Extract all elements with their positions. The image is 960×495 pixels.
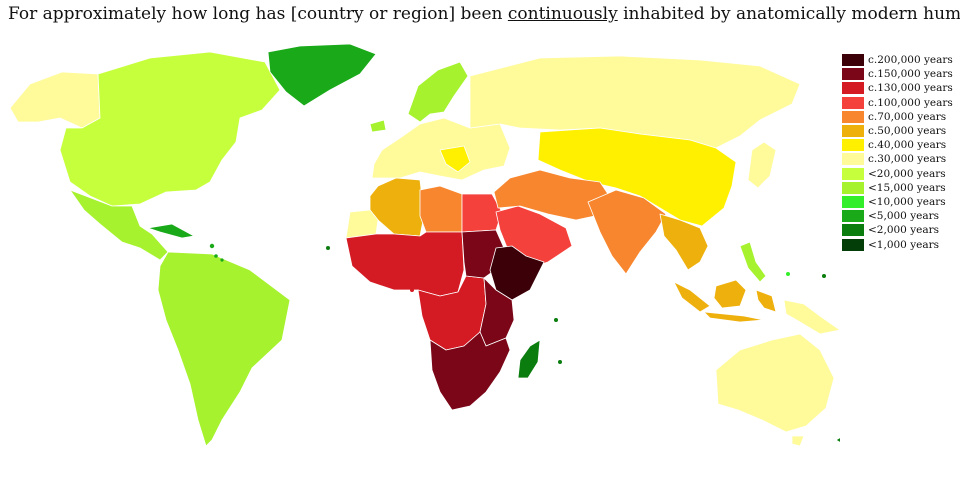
region-scandinavia — [407, 61, 469, 123]
region-southeast-asia — [659, 213, 709, 271]
region-new-guinea — [783, 299, 840, 335]
region-sulawesi — [755, 289, 777, 313]
legend-label: <1,000 years — [868, 238, 940, 251]
legend-label: <10,000 years — [868, 195, 946, 208]
legend-item: <20,000 years — [842, 167, 953, 181]
region-north-asia — [469, 55, 801, 149]
legend-label: c.130,000 years — [868, 82, 953, 95]
legend-item: c.70,000 years — [842, 110, 953, 124]
legend-swatch — [842, 238, 864, 251]
legend-label: <2,000 years — [868, 224, 940, 237]
legend-item: <10,000 years — [842, 195, 953, 209]
legend-swatch — [842, 68, 864, 81]
region-mexico — [69, 189, 169, 261]
region-philippines — [739, 241, 767, 283]
island-caribbean-2 — [214, 254, 218, 258]
island-pacific-1 — [786, 272, 790, 276]
region-sumatra — [673, 281, 711, 313]
legend-swatch — [842, 82, 864, 95]
region-europe — [371, 117, 511, 181]
legend-swatch — [842, 139, 864, 152]
legend-swatch — [842, 195, 864, 208]
legend-item: c.30,000 years — [842, 152, 953, 166]
region-borneo — [713, 279, 747, 309]
region-alaska — [9, 71, 101, 129]
legend-item: <5,000 years — [842, 209, 953, 223]
title-text-end: inhabited by anatomically modern humans? — [623, 4, 960, 24]
legend-swatch — [842, 224, 864, 237]
legend-label: c.100,000 years — [868, 96, 953, 109]
island-atlantic-1 — [326, 246, 330, 250]
legend-label: <5,000 years — [868, 210, 940, 223]
region-morocco-algeria — [369, 177, 425, 237]
region-australia — [715, 333, 835, 433]
region-greenland — [267, 43, 377, 107]
region-east-asia — [537, 127, 737, 227]
legend-label: c.150,000 years — [868, 68, 953, 81]
world-map — [9, 43, 840, 447]
region-madagascar — [517, 339, 541, 379]
island-pacific-2 — [822, 274, 826, 278]
legend-label: <20,000 years — [868, 167, 946, 180]
legend-item: c.130,000 years — [842, 81, 953, 95]
title-text-emphasis: continuously — [507, 4, 618, 24]
island-caribbean-1 — [209, 243, 215, 249]
legend-swatch — [842, 110, 864, 123]
legend-item: c.100,000 years — [842, 96, 953, 110]
legend-label: c.200,000 years — [868, 54, 953, 67]
region-horn-of-africa — [489, 245, 545, 301]
legend-label: c.50,000 years — [868, 125, 947, 138]
region-western-sahara — [345, 209, 379, 239]
legend-item: <15,000 years — [842, 181, 953, 195]
title-text-start: For approximately how long has [country … — [8, 4, 508, 24]
legend-item: c.200,000 years — [842, 53, 953, 67]
legend-swatch — [842, 54, 864, 67]
island-indian-ocean-1 — [554, 318, 558, 322]
island-caribbean-3 — [220, 258, 224, 262]
legend-item: c.150,000 years — [842, 67, 953, 81]
legend-label: c.30,000 years — [868, 153, 947, 166]
region-cuba — [147, 223, 195, 239]
region-west-africa — [345, 231, 465, 297]
legend-item: <2,000 years — [842, 223, 953, 237]
map-title: For approximately how long has [country … — [8, 4, 960, 24]
map-legend: c.200,000 years c.150,000 years c.130,000 … — [842, 53, 953, 252]
region-italy-balkans — [439, 145, 471, 173]
region-new-zealand — [835, 437, 840, 443]
legend-label: c.40,000 years — [868, 139, 947, 152]
legend-item: c.40,000 years — [842, 138, 953, 152]
legend-swatch — [842, 167, 864, 180]
island-atlantic-2 — [410, 288, 414, 292]
legend-item: <1,000 years — [842, 237, 953, 251]
region-southern-africa — [429, 331, 511, 411]
legend-label: <15,000 years — [868, 181, 946, 194]
region-south-america — [157, 251, 291, 447]
region-tasmania — [791, 435, 805, 447]
island-indian-ocean-2 — [558, 360, 562, 364]
legend-swatch — [842, 96, 864, 109]
legend-swatch — [842, 210, 864, 223]
legend-swatch — [842, 153, 864, 166]
legend-label: c.70,000 years — [868, 110, 947, 123]
legend-swatch — [842, 125, 864, 138]
region-java — [703, 311, 765, 323]
legend-item: c.50,000 years — [842, 124, 953, 138]
region-india — [587, 189, 667, 275]
legend-swatch — [842, 181, 864, 194]
region-japan — [747, 141, 777, 189]
region-libya — [419, 185, 463, 233]
region-iceland — [369, 119, 387, 133]
